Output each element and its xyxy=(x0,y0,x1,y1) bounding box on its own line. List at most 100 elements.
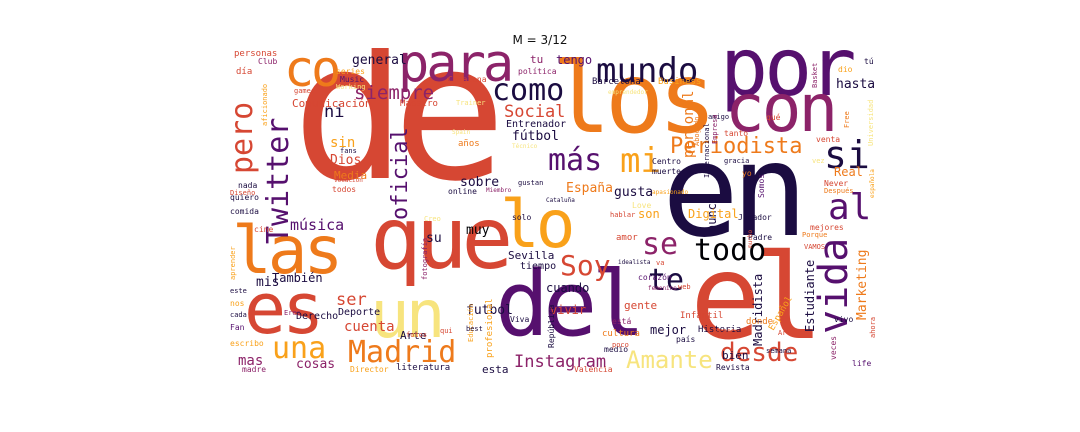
word-desde: desde xyxy=(720,338,799,368)
word-esta: esta xyxy=(482,363,509,375)
word-escribo: escribo xyxy=(230,339,264,348)
word-mucho: mucho xyxy=(747,229,754,248)
word-trainer: Trainer xyxy=(456,99,486,107)
word-amigo: amigo xyxy=(708,113,730,121)
word-cloud: de en los por con el del que las es un l… xyxy=(230,48,878,375)
word-porque: Porque xyxy=(802,231,828,239)
word-mundo: mundo xyxy=(596,51,699,91)
word-hablar: hablar xyxy=(610,211,636,219)
word-profesional: profesional xyxy=(485,298,495,358)
word-music: Music xyxy=(340,75,365,84)
word-spain: Spain xyxy=(452,129,471,136)
word-comida: comida xyxy=(230,207,259,216)
word-co: co xyxy=(284,48,341,98)
word-musica: música xyxy=(290,216,345,234)
word-las: las xyxy=(232,212,343,289)
word-cine: cine xyxy=(254,225,274,234)
word-espana: España xyxy=(566,181,613,196)
word-instagram: Instagram xyxy=(514,352,607,372)
word-muy: muy xyxy=(466,223,490,238)
word-basket: Basket xyxy=(811,62,819,88)
word-tengo: tengo xyxy=(556,53,593,67)
word-mejor: mejor xyxy=(650,323,687,337)
word-tiempo: tiempo xyxy=(520,261,557,272)
word-fotografia: fotografía xyxy=(421,237,429,280)
word-club: Club xyxy=(258,57,278,66)
word-con: con xyxy=(725,70,838,147)
word-literatura: literatura xyxy=(396,363,451,373)
word-empresa: Empresa xyxy=(711,114,719,144)
word-fan: Fan xyxy=(230,323,245,332)
word-internacional: Internacional xyxy=(703,123,711,178)
word-comunicacion: Comunicación xyxy=(292,97,372,110)
word-vivir: vivir xyxy=(550,303,587,317)
word-va: va xyxy=(656,259,665,267)
word-solo: solo xyxy=(512,213,532,222)
word-diseno: Diseño xyxy=(230,189,256,197)
word-real: Real xyxy=(834,165,863,179)
word-estudiante: Estudiante xyxy=(803,259,817,332)
word-cuando: cuando xyxy=(546,281,590,295)
word-corazon: corazón xyxy=(638,273,672,282)
word-que: qué xyxy=(766,113,781,122)
word-dia: día xyxy=(236,67,253,77)
word-educacion: Educación xyxy=(467,304,475,342)
word-gamer: gamer xyxy=(294,87,316,95)
word-madridista: Madridista xyxy=(751,273,765,346)
word-padre: Padre xyxy=(748,233,773,242)
word-life: life xyxy=(852,359,872,368)
word-gente: gente xyxy=(624,299,658,312)
word-periodista: Periodista xyxy=(670,134,803,159)
word-tanto: tanto xyxy=(724,129,749,138)
word-tu-acento: tú xyxy=(864,57,874,66)
word-de: de xyxy=(292,48,507,223)
word-sin: sin xyxy=(330,135,356,151)
word-espanola: española xyxy=(869,169,876,198)
word-arte: Arte xyxy=(400,329,427,342)
word-art: Art xyxy=(778,329,791,337)
word-director: Director xyxy=(350,365,389,374)
word-aprender: aprender xyxy=(230,246,237,280)
word-sense: sense xyxy=(714,327,736,335)
word-futbol: futbol xyxy=(466,303,513,318)
word-working: Working xyxy=(336,83,366,91)
word-media: Media xyxy=(334,169,368,182)
word-amante: Amante xyxy=(626,346,713,374)
word-oficial: oficial xyxy=(388,127,413,220)
word-bien: bien xyxy=(722,349,749,362)
word-series: series xyxy=(336,67,365,76)
word-historia: Historia xyxy=(698,325,742,335)
word-todo: todo xyxy=(694,233,767,268)
word-cataluna: Cataluña xyxy=(546,197,575,204)
word-este: este xyxy=(230,287,247,295)
word-pais: país xyxy=(676,335,696,344)
word-gracia: gracia xyxy=(724,157,750,165)
word-universidad: Universidad xyxy=(867,99,875,146)
word-social: Social xyxy=(504,102,566,122)
word-si: si xyxy=(824,133,870,177)
word-mas: mas xyxy=(238,353,264,369)
word-ni: ni xyxy=(324,102,345,122)
word-todos: todos xyxy=(332,185,357,194)
word-sevilla: Sevilla xyxy=(508,249,555,262)
word-son: son xyxy=(638,207,660,221)
word-cada: cada xyxy=(230,311,247,319)
word-marketing: Marketing xyxy=(855,249,870,320)
word-quiero: quiero xyxy=(230,193,259,202)
word-medio: medio xyxy=(604,345,629,354)
word-viva: Viva xyxy=(510,315,530,324)
word-cultura: cultura xyxy=(602,329,640,339)
word-esta-acento: está xyxy=(612,317,632,326)
word-dios: Dios xyxy=(330,153,362,168)
word-que: que xyxy=(370,189,513,289)
word-general: general xyxy=(352,53,407,68)
word-idealista: idealista xyxy=(618,259,651,266)
word-fotos: fotos xyxy=(406,331,428,339)
word-miembro: Miembro xyxy=(486,187,512,194)
word-abogado: Abogado xyxy=(693,116,701,146)
word-yo: yo xyxy=(742,169,752,178)
word-derecho: Derecho xyxy=(296,311,339,322)
word-tecnico: Técnico xyxy=(512,143,538,150)
word-una: una xyxy=(272,331,327,366)
word-barcelona: Barcelona xyxy=(592,77,641,87)
